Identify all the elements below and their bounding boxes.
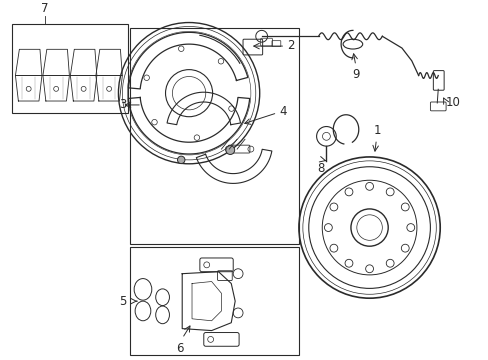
Circle shape: [225, 146, 234, 154]
Text: 7: 7: [41, 2, 49, 15]
Bar: [130, 247, 298, 355]
Text: 8: 8: [316, 162, 324, 175]
Text: 9: 9: [351, 68, 359, 81]
Circle shape: [177, 156, 184, 163]
Text: 2: 2: [286, 39, 294, 51]
Text: 10: 10: [445, 96, 460, 109]
Bar: [13, 24, 128, 113]
Text: 3: 3: [119, 98, 126, 112]
Text: 1: 1: [373, 124, 381, 137]
Bar: [130, 28, 298, 244]
Text: 4: 4: [279, 105, 286, 118]
Text: 5: 5: [119, 294, 126, 308]
Text: 6: 6: [176, 342, 183, 355]
